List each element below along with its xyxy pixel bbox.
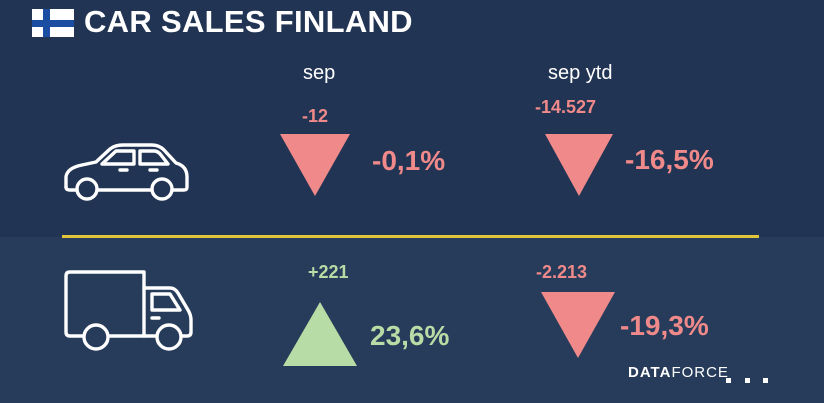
logo-dots-icon [726, 378, 770, 384]
triangle-down-icon [541, 292, 615, 358]
dataforce-logo: DATAFORCE [628, 364, 729, 381]
page-title: CAR SALES FINLAND [84, 4, 413, 39]
column-header-month: sep [303, 62, 336, 84]
sep-pct-lcv: 23,6% [370, 320, 450, 351]
ytd-pct-cars: -16,5% [625, 144, 714, 175]
triangle-down-icon [280, 134, 350, 196]
bottom-panel [0, 237, 824, 403]
car-icon [64, 143, 189, 201]
ytd-delta-cars: -14.527 [535, 97, 597, 117]
sep-delta-cars: -12 [302, 106, 329, 126]
ytd-delta-lcv: -2.213 [536, 262, 588, 282]
sep-pct-cars: -0,1% [372, 145, 446, 176]
top-panel [0, 0, 824, 237]
finland-flag-icon [32, 9, 74, 37]
truck-icon [64, 270, 193, 351]
column-header-ytd: sep ytd [548, 62, 613, 84]
triangle-down-icon [545, 134, 613, 196]
divider-line [62, 235, 759, 238]
ytd-pct-lcv: -19,3% [620, 310, 709, 341]
sep-delta-lcv: +221 [308, 262, 349, 282]
triangle-up-icon [283, 302, 357, 366]
